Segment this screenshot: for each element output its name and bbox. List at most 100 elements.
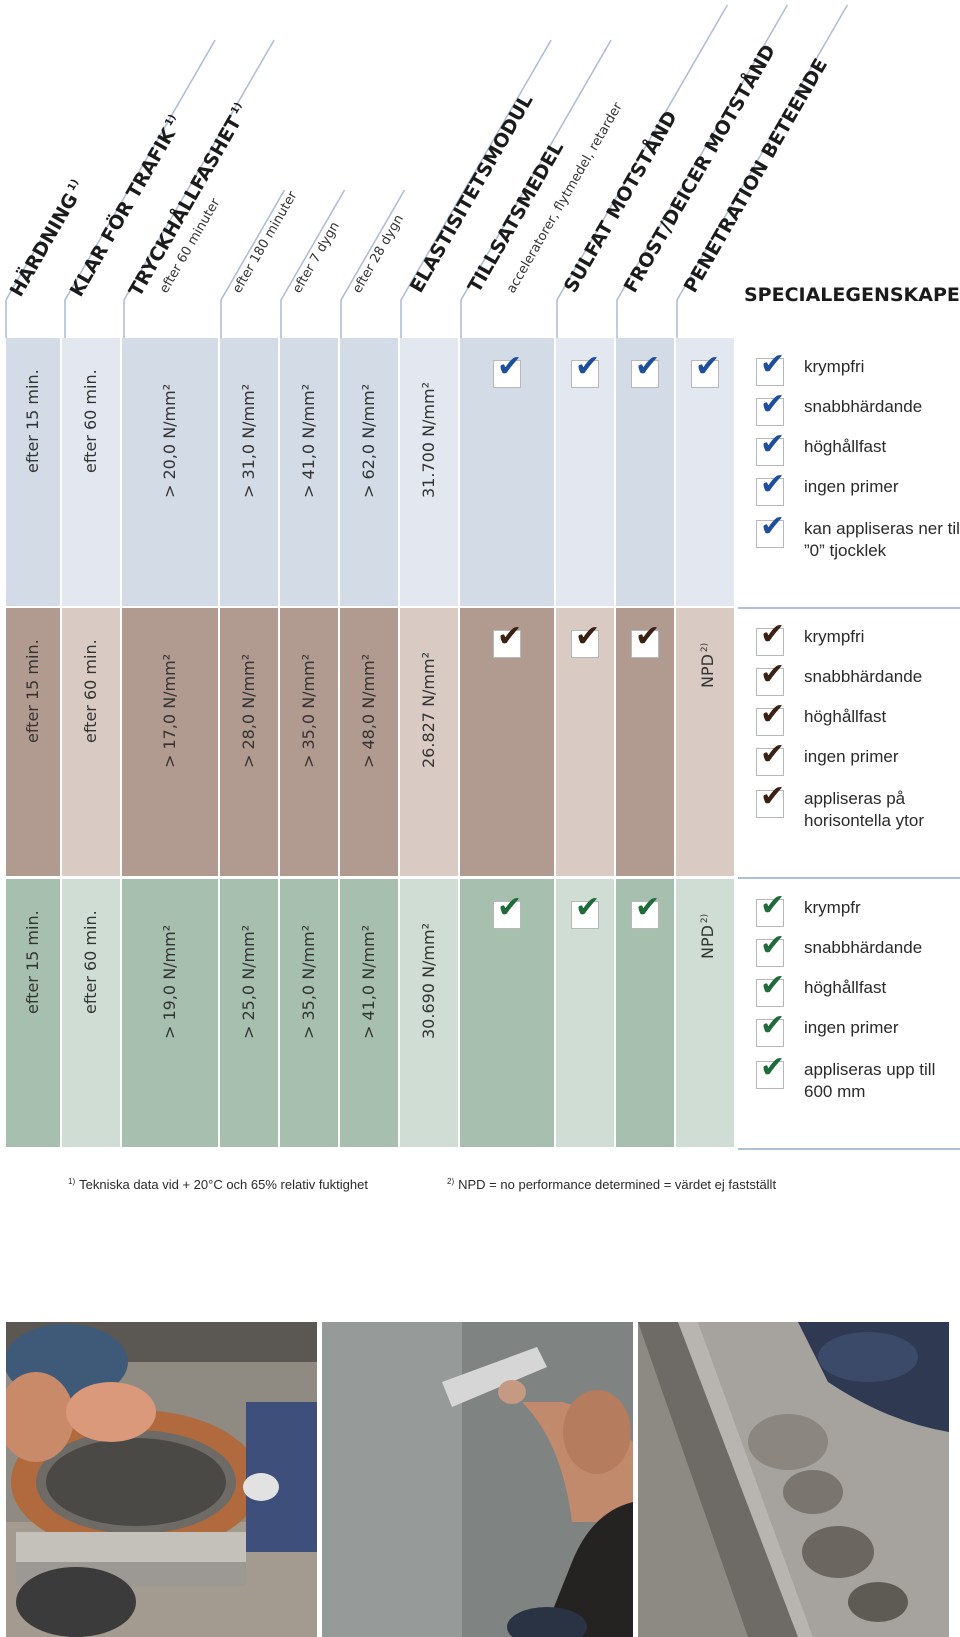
property-item: ✔ ingen primer xyxy=(756,1011,960,1053)
header-divider-line xyxy=(340,189,406,338)
header-divider-line xyxy=(676,4,849,338)
property-item: ✔ krympfri xyxy=(756,350,960,392)
table-cell: ✔ xyxy=(460,338,554,606)
cell-value: > 35,0 N/mm² xyxy=(299,924,318,1039)
property-label: ingen primer xyxy=(804,747,899,766)
cell-value: efter 60 min. xyxy=(81,910,100,1014)
property-item: ✔ höghållfast xyxy=(756,971,960,1013)
check-box: ✔ xyxy=(756,660,785,696)
table-cell: > 41,0 N/mm² xyxy=(340,879,398,1147)
footnote-1: 1) Tekniska data vid + 20°C och 65% relat… xyxy=(68,1177,368,1192)
table-cell: efter 15 min. xyxy=(6,608,60,876)
checkmark-icon: ✔ xyxy=(760,387,786,422)
floor-joint-repair-photo xyxy=(638,1322,949,1637)
check-box: ✔ xyxy=(756,740,785,776)
property-item: ✔ appliseras på horisontella ytor xyxy=(756,782,960,830)
check-box: ✔ xyxy=(631,893,660,929)
table-cell: efter 60 min. xyxy=(62,879,120,1147)
product-block-green: efter 15 min. efter 60 min. > 19,0 N/mm² > … xyxy=(0,879,960,1150)
cell-value: > 31,0 N/mm² xyxy=(239,383,258,498)
property-item: ✔ höghållfast xyxy=(756,700,960,742)
table-cell: > 48,0 N/mm² xyxy=(340,608,398,876)
table-cell: > 25,0 N/mm² xyxy=(220,879,278,1147)
checkmark-icon: ✔ xyxy=(635,349,661,384)
header-divider-line xyxy=(616,4,789,338)
property-label: appliseras upp till 600 mm xyxy=(804,1060,936,1101)
special-properties-title: SPECIALEGENSKAPER xyxy=(744,284,960,306)
check-box: ✔ xyxy=(493,352,522,388)
checkmark-icon: ✔ xyxy=(760,617,786,652)
check-box: ✔ xyxy=(571,352,600,388)
table-cell: > 35,0 N/mm² xyxy=(280,608,338,876)
property-item: ✔ ingen primer xyxy=(756,470,960,512)
cell-value: > 62,0 N/mm² xyxy=(359,383,378,498)
table-cell: NPD2) xyxy=(676,608,734,876)
table-cell: ✔ xyxy=(556,608,614,876)
property-label: krympfr xyxy=(804,898,861,917)
checkmark-icon: ✔ xyxy=(760,657,786,692)
property-label: ingen primer xyxy=(804,477,899,496)
row-separator xyxy=(738,877,960,879)
checkmark-icon: ✔ xyxy=(760,928,786,963)
check-box: ✔ xyxy=(756,971,785,1007)
table-cell: efter 15 min. xyxy=(6,879,60,1147)
table-cell: ✔ xyxy=(460,879,554,1147)
check-box: ✔ xyxy=(756,430,785,466)
cell-value: > 28,0 N/mm² xyxy=(239,653,258,768)
product-block-blue: efter 15 min. efter 60 min. > 20,0 N/mm² > … xyxy=(0,338,960,609)
checkmark-icon: ✔ xyxy=(497,890,523,925)
table-cell: > 41,0 N/mm² xyxy=(280,338,338,606)
footnote-2: 2) NPD = no performance determined = värd… xyxy=(447,1177,777,1192)
table-cell: efter 15 min. xyxy=(6,338,60,606)
property-label: kan appliseras ner till ”0” tjocklek xyxy=(804,519,960,560)
checkmark-icon: ✔ xyxy=(497,349,523,384)
table-cell: > 35,0 N/mm² xyxy=(280,879,338,1147)
property-label: krympfri xyxy=(804,627,865,646)
table-cell: > 31,0 N/mm² xyxy=(220,338,278,606)
table-cell: ✔ xyxy=(556,338,614,606)
property-label: snabbhärdande xyxy=(804,938,923,957)
check-box: ✔ xyxy=(756,390,785,426)
cell-value: > 41,0 N/mm² xyxy=(359,924,378,1039)
cell-value: efter 60 min. xyxy=(81,369,100,473)
checkmark-icon: ✔ xyxy=(760,467,786,502)
checkmark-icon: ✔ xyxy=(760,1050,786,1085)
table-cell: ✔ xyxy=(616,338,674,606)
property-label: krympfri xyxy=(804,357,865,376)
cell-value: 31.700 N/mm² xyxy=(419,381,438,498)
check-box: ✔ xyxy=(756,1011,785,1047)
table-cell: > 28,0 N/mm² xyxy=(220,608,278,876)
check-box: ✔ xyxy=(756,350,785,386)
property-label: snabbhärdande xyxy=(804,667,923,686)
property-label: appliseras på horisontella ytor xyxy=(804,789,925,830)
checkmark-icon: ✔ xyxy=(760,779,786,814)
property-item: ✔ krympfr xyxy=(756,891,960,933)
table-cell: ✔ xyxy=(616,608,674,876)
table-cell: NPD2) xyxy=(676,879,734,1147)
checkmark-icon: ✔ xyxy=(575,349,601,384)
header-divider-line xyxy=(64,39,216,338)
table-cell: ✔ xyxy=(676,338,734,606)
checkmark-icon: ✔ xyxy=(575,619,601,654)
cell-value: > 19,0 N/mm² xyxy=(160,924,179,1039)
table-cell: ✔ xyxy=(460,608,554,876)
checkmark-icon: ✔ xyxy=(760,697,786,732)
table-cell: > 17,0 N/mm² xyxy=(122,608,218,876)
checkmark-icon: ✔ xyxy=(760,888,786,923)
table-cell: ✔ xyxy=(556,879,614,1147)
property-item: ✔ snabbhärdande xyxy=(756,660,960,702)
checkmark-icon: ✔ xyxy=(760,427,786,462)
cell-value: efter 15 min. xyxy=(23,639,42,743)
header-divider-line xyxy=(5,239,42,338)
table-cell: > 62,0 N/mm² xyxy=(340,338,398,606)
property-item: ✔ kan appliseras ner till ”0” tjocklek xyxy=(756,512,960,560)
check-box: ✔ xyxy=(691,352,720,388)
check-box: ✔ xyxy=(756,620,785,656)
header-divider-line xyxy=(460,39,612,338)
table-cell: 31.700 N/mm² xyxy=(400,338,458,606)
check-box: ✔ xyxy=(493,622,522,658)
check-box: ✔ xyxy=(756,891,785,927)
cell-value: efter 15 min. xyxy=(23,369,42,473)
check-box: ✔ xyxy=(756,1053,785,1089)
property-label: höghållfast xyxy=(804,437,887,456)
